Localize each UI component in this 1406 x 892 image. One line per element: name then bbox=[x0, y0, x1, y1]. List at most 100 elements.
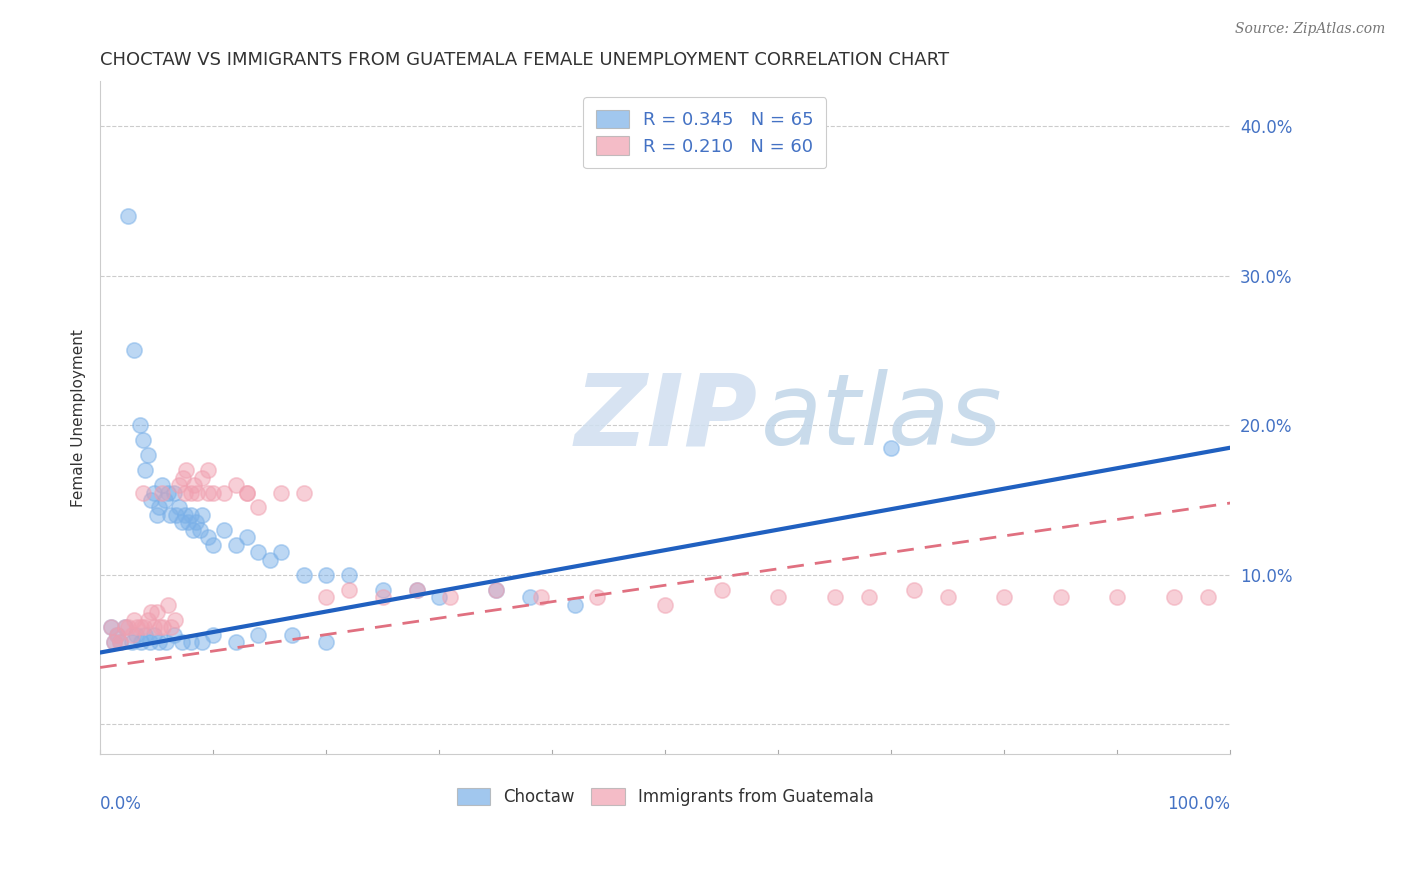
Point bbox=[149, 620, 172, 634]
Point bbox=[156, 485, 179, 500]
Point bbox=[292, 485, 315, 500]
Point bbox=[247, 545, 270, 559]
Point bbox=[485, 582, 508, 597]
Text: 0.0%: 0.0% bbox=[100, 795, 142, 813]
Point bbox=[172, 470, 194, 484]
Point bbox=[132, 485, 155, 500]
Point bbox=[1107, 591, 1129, 605]
Point bbox=[214, 523, 236, 537]
Point bbox=[159, 508, 181, 522]
Point bbox=[1197, 591, 1219, 605]
Point bbox=[214, 485, 236, 500]
Point bbox=[903, 582, 925, 597]
Point bbox=[165, 508, 187, 522]
Point bbox=[177, 516, 200, 530]
Point bbox=[170, 516, 193, 530]
Point bbox=[191, 470, 214, 484]
Point bbox=[259, 553, 281, 567]
Point bbox=[143, 485, 166, 500]
Point bbox=[145, 605, 167, 619]
Point bbox=[530, 591, 553, 605]
Point bbox=[162, 627, 184, 641]
Point bbox=[122, 613, 145, 627]
Point bbox=[180, 485, 202, 500]
Point bbox=[148, 500, 170, 515]
Point bbox=[139, 605, 162, 619]
Point bbox=[202, 627, 225, 641]
Point bbox=[180, 508, 202, 522]
Point bbox=[150, 478, 173, 492]
Point bbox=[156, 598, 179, 612]
Point bbox=[100, 620, 122, 634]
Point bbox=[110, 635, 132, 649]
Point bbox=[110, 635, 132, 649]
Point bbox=[225, 635, 247, 649]
Point bbox=[134, 627, 156, 641]
Text: 100.0%: 100.0% bbox=[1167, 795, 1230, 813]
Point bbox=[155, 635, 177, 649]
Point bbox=[143, 620, 166, 634]
Text: ZIP: ZIP bbox=[575, 369, 758, 467]
Point bbox=[858, 591, 880, 605]
Point bbox=[247, 500, 270, 515]
Point bbox=[880, 441, 903, 455]
Point bbox=[129, 635, 152, 649]
Point bbox=[427, 591, 450, 605]
Point bbox=[121, 635, 143, 649]
Point bbox=[247, 627, 270, 641]
Point bbox=[236, 485, 259, 500]
Point bbox=[1049, 591, 1071, 605]
Point bbox=[139, 493, 162, 508]
Point bbox=[127, 620, 149, 634]
Point bbox=[197, 463, 219, 477]
Point bbox=[103, 635, 125, 649]
Point bbox=[315, 635, 337, 649]
Point bbox=[824, 591, 846, 605]
Point bbox=[1163, 591, 1185, 605]
Point bbox=[145, 508, 167, 522]
Point bbox=[186, 516, 208, 530]
Point bbox=[152, 620, 174, 634]
Point bbox=[105, 627, 128, 641]
Point bbox=[439, 591, 461, 605]
Point bbox=[371, 591, 394, 605]
Point bbox=[710, 582, 733, 597]
Point bbox=[225, 478, 247, 492]
Point bbox=[128, 418, 150, 433]
Point bbox=[121, 627, 143, 641]
Point bbox=[186, 485, 208, 500]
Point bbox=[167, 478, 190, 492]
Point bbox=[153, 493, 176, 508]
Point bbox=[122, 343, 145, 358]
Point bbox=[174, 508, 197, 522]
Point bbox=[270, 485, 292, 500]
Point bbox=[993, 591, 1015, 605]
Point bbox=[136, 448, 159, 462]
Point bbox=[519, 591, 541, 605]
Point bbox=[405, 582, 427, 597]
Point bbox=[114, 620, 136, 634]
Legend: Choctaw, Immigrants from Guatemala: Choctaw, Immigrants from Guatemala bbox=[450, 781, 880, 814]
Point bbox=[181, 523, 204, 537]
Point bbox=[136, 613, 159, 627]
Point bbox=[188, 523, 211, 537]
Text: atlas: atlas bbox=[761, 369, 1002, 467]
Point bbox=[134, 463, 156, 477]
Point bbox=[270, 545, 292, 559]
Point bbox=[191, 508, 214, 522]
Point bbox=[125, 627, 148, 641]
Point bbox=[202, 538, 225, 552]
Point bbox=[117, 209, 139, 223]
Point bbox=[143, 627, 166, 641]
Point bbox=[281, 627, 304, 641]
Text: Source: ZipAtlas.com: Source: ZipAtlas.com bbox=[1234, 22, 1385, 37]
Point bbox=[117, 620, 139, 634]
Point bbox=[129, 620, 152, 634]
Point bbox=[139, 635, 162, 649]
Point bbox=[197, 485, 219, 500]
Point bbox=[768, 591, 790, 605]
Point bbox=[174, 485, 197, 500]
Point bbox=[174, 463, 197, 477]
Point bbox=[936, 591, 959, 605]
Point bbox=[315, 591, 337, 605]
